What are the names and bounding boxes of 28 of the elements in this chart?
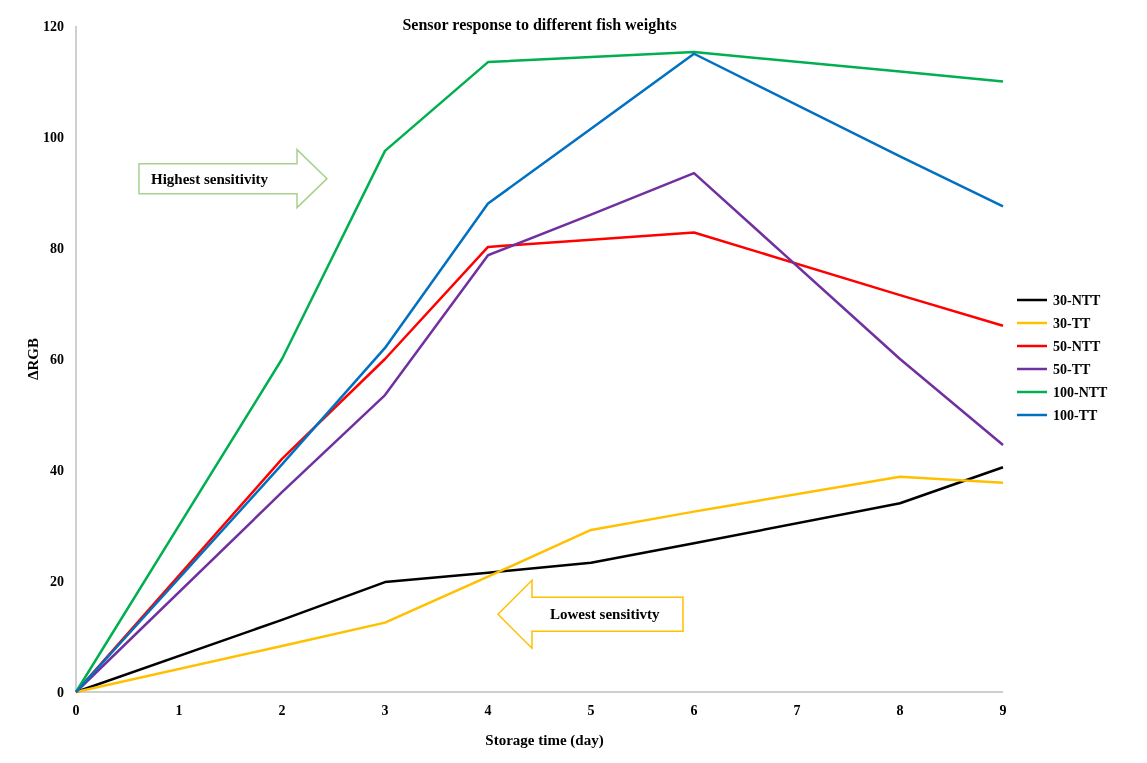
- chart-title: Sensor response to different fish weights: [402, 16, 677, 34]
- legend-label: 50-TT: [1053, 361, 1091, 377]
- y-tick-label: 120: [43, 18, 64, 34]
- x-tick-label: 8: [896, 703, 904, 718]
- x-tick-label: 2: [278, 703, 286, 718]
- x-tick-label: 4: [484, 703, 492, 718]
- y-tick-label: 60: [50, 351, 64, 367]
- x-tick-label: 9: [999, 703, 1007, 718]
- y-tick-label: 100: [43, 129, 64, 145]
- y-tick-label: 80: [50, 240, 64, 256]
- legend-label: 100-NTT: [1053, 384, 1109, 400]
- y-tick-label: 20: [50, 573, 64, 589]
- x-tick-label: 6: [690, 703, 698, 718]
- legend-label: 30-TT: [1053, 315, 1091, 331]
- annotation: Lowest sensitivty: [550, 606, 661, 623]
- x-axis-title: Storage time (day): [485, 732, 604, 749]
- y-axis-title: ΔRGB: [25, 338, 41, 380]
- annotation: Highest sensitivity: [151, 170, 269, 187]
- legend-label: 100-TT: [1053, 407, 1098, 423]
- x-tick-label: 5: [587, 703, 595, 718]
- x-tick-label: 7: [793, 703, 801, 718]
- x-tick-label: 0: [72, 703, 80, 718]
- x-tick-label: 1: [175, 703, 183, 718]
- legend-label: 50-NTT: [1053, 338, 1102, 354]
- y-tick-label: 0: [57, 684, 64, 700]
- x-tick-label: 3: [381, 703, 389, 718]
- legend-label: 30-NTT: [1053, 292, 1102, 308]
- y-tick-label: 40: [50, 462, 64, 478]
